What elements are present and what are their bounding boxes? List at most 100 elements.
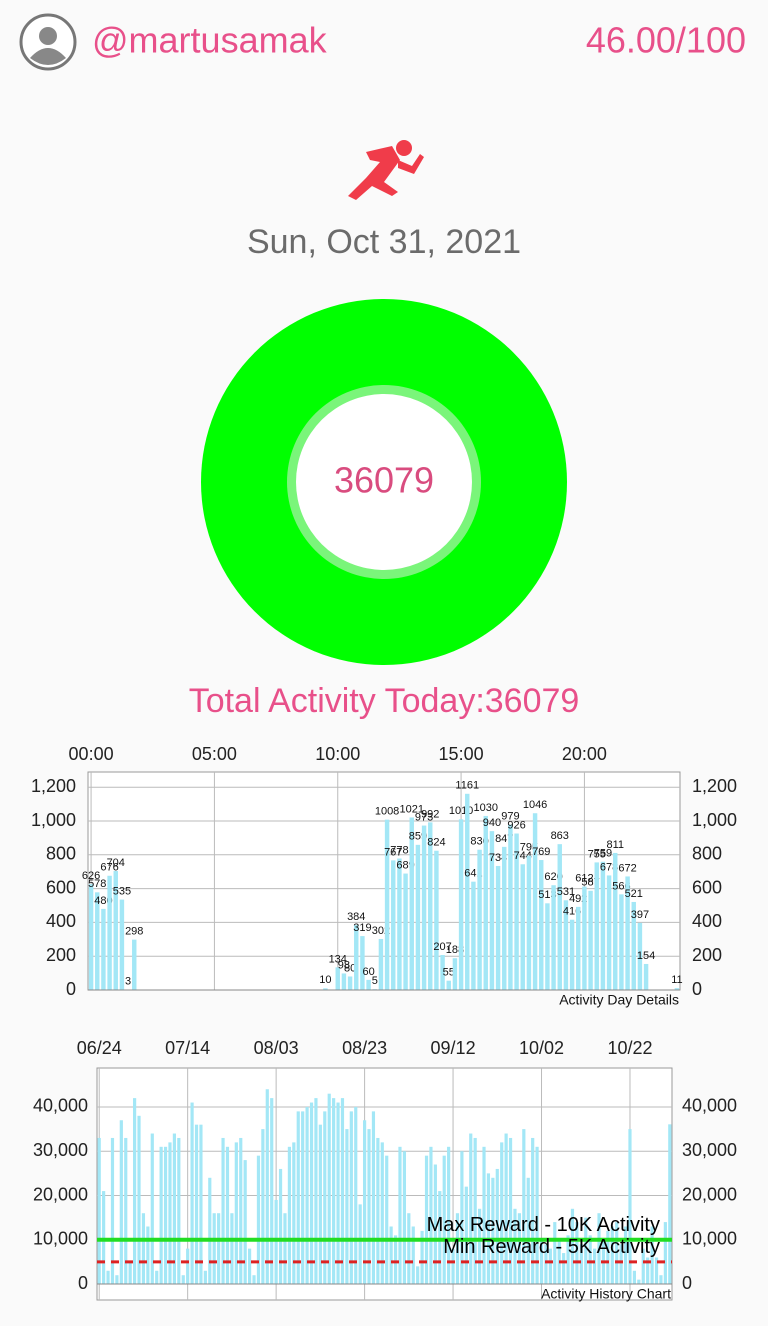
- bar: [500, 1142, 504, 1285]
- bar: [452, 958, 458, 990]
- reference-label: Max Reward - 10K Activity: [427, 1214, 660, 1236]
- bar: [239, 1137, 243, 1285]
- data-label: 98: [338, 959, 350, 971]
- bar: [265, 1089, 269, 1285]
- date: Sun, Oct 31, 2021: [247, 223, 521, 261]
- bar: [107, 875, 112, 990]
- bar: [95, 892, 100, 990]
- avatar[interactable]: [19, 13, 77, 71]
- bar: [358, 1204, 362, 1285]
- bar: [141, 1213, 146, 1285]
- data-label: 535: [113, 885, 131, 897]
- y-tick-label-right: 800: [692, 844, 722, 864]
- bar: [551, 885, 556, 990]
- y-tick-label-left: 400: [46, 911, 76, 931]
- reference-label: Min Reward - 5K Activity: [443, 1236, 660, 1258]
- bar: [340, 1098, 345, 1285]
- bar: [576, 906, 581, 990]
- data-label: 992: [421, 808, 439, 820]
- bar: [535, 1146, 539, 1285]
- bar: [520, 864, 525, 990]
- y-tick-label-right: 0: [692, 979, 702, 999]
- bar: [566, 1235, 570, 1285]
- chart-footer: Activity History Chart: [541, 1286, 671, 1302]
- bar: [428, 822, 433, 990]
- bar: [606, 1230, 610, 1285]
- bar: [186, 1248, 190, 1285]
- data-label: 578: [88, 878, 106, 890]
- data-label: 940: [483, 817, 501, 829]
- bar: [562, 1253, 566, 1285]
- bar: [305, 1106, 309, 1285]
- data-label: 1008: [375, 806, 399, 818]
- data-label: 979: [501, 810, 519, 822]
- y-tick-label-right: 40,000: [682, 1096, 737, 1116]
- bar: [159, 1146, 163, 1285]
- runner-arm: [398, 154, 424, 174]
- bar: [495, 865, 501, 990]
- bar: [438, 1191, 442, 1285]
- bar: [619, 894, 624, 990]
- runner-icon: [348, 140, 424, 200]
- bar: [421, 825, 427, 990]
- bar: [101, 908, 106, 990]
- bar: [502, 846, 507, 990]
- bar: [287, 1146, 291, 1285]
- avatar-body: [30, 48, 66, 65]
- username: @martusamak: [92, 20, 328, 61]
- bar: [102, 1191, 106, 1285]
- bar: [110, 1137, 115, 1285]
- data-label: 824: [427, 837, 445, 849]
- bar: [545, 903, 550, 990]
- total-activity: Total Activity Today:36079: [189, 682, 580, 720]
- bar: [332, 1098, 336, 1285]
- bar: [455, 1213, 460, 1285]
- bar: [309, 1102, 314, 1285]
- bar: [625, 876, 630, 990]
- bar: [181, 1275, 185, 1285]
- data-label: 531: [557, 886, 575, 898]
- bar: [451, 1248, 455, 1285]
- y-tick-label-left: 0: [78, 1273, 88, 1293]
- x-tick-label: 15:00: [439, 744, 484, 764]
- bar: [124, 1137, 128, 1285]
- bar: [194, 1124, 199, 1285]
- bar: [318, 1124, 322, 1285]
- bar: [637, 922, 643, 990]
- bar: [261, 1129, 265, 1285]
- bar: [446, 980, 451, 990]
- bar: [376, 1137, 380, 1285]
- bar: [646, 1257, 650, 1285]
- bar: [557, 844, 562, 990]
- bar: [526, 855, 532, 990]
- data-label: 1021: [400, 803, 424, 815]
- y-tick-label-left: 30,000: [33, 1140, 88, 1160]
- bar: [407, 1213, 411, 1285]
- bar: [473, 1137, 477, 1285]
- data-label: 10: [319, 974, 331, 986]
- bar: [301, 1111, 305, 1285]
- bar: [354, 925, 359, 990]
- y-tick-label-right: 0: [682, 1273, 692, 1293]
- bar: [570, 1208, 575, 1285]
- bar: [674, 988, 680, 990]
- y-tick-label-left: 1,000: [31, 810, 76, 830]
- bar: [411, 1226, 415, 1285]
- bar: [270, 1098, 274, 1285]
- avatar-head: [39, 27, 57, 45]
- bar: [526, 1177, 530, 1285]
- bar: [440, 955, 445, 990]
- bar: [553, 1222, 557, 1285]
- bar: [323, 988, 328, 990]
- bar: [391, 860, 396, 990]
- bar: [155, 1270, 159, 1285]
- bar: [360, 936, 365, 990]
- bar: [539, 860, 544, 990]
- score: 46.00/100: [586, 20, 746, 61]
- y-tick-label-right: 10,000: [682, 1229, 737, 1249]
- bar: [563, 900, 569, 990]
- bar: [349, 1111, 353, 1285]
- y-tick-label-left: 10,000: [33, 1229, 88, 1249]
- bar: [119, 1120, 123, 1285]
